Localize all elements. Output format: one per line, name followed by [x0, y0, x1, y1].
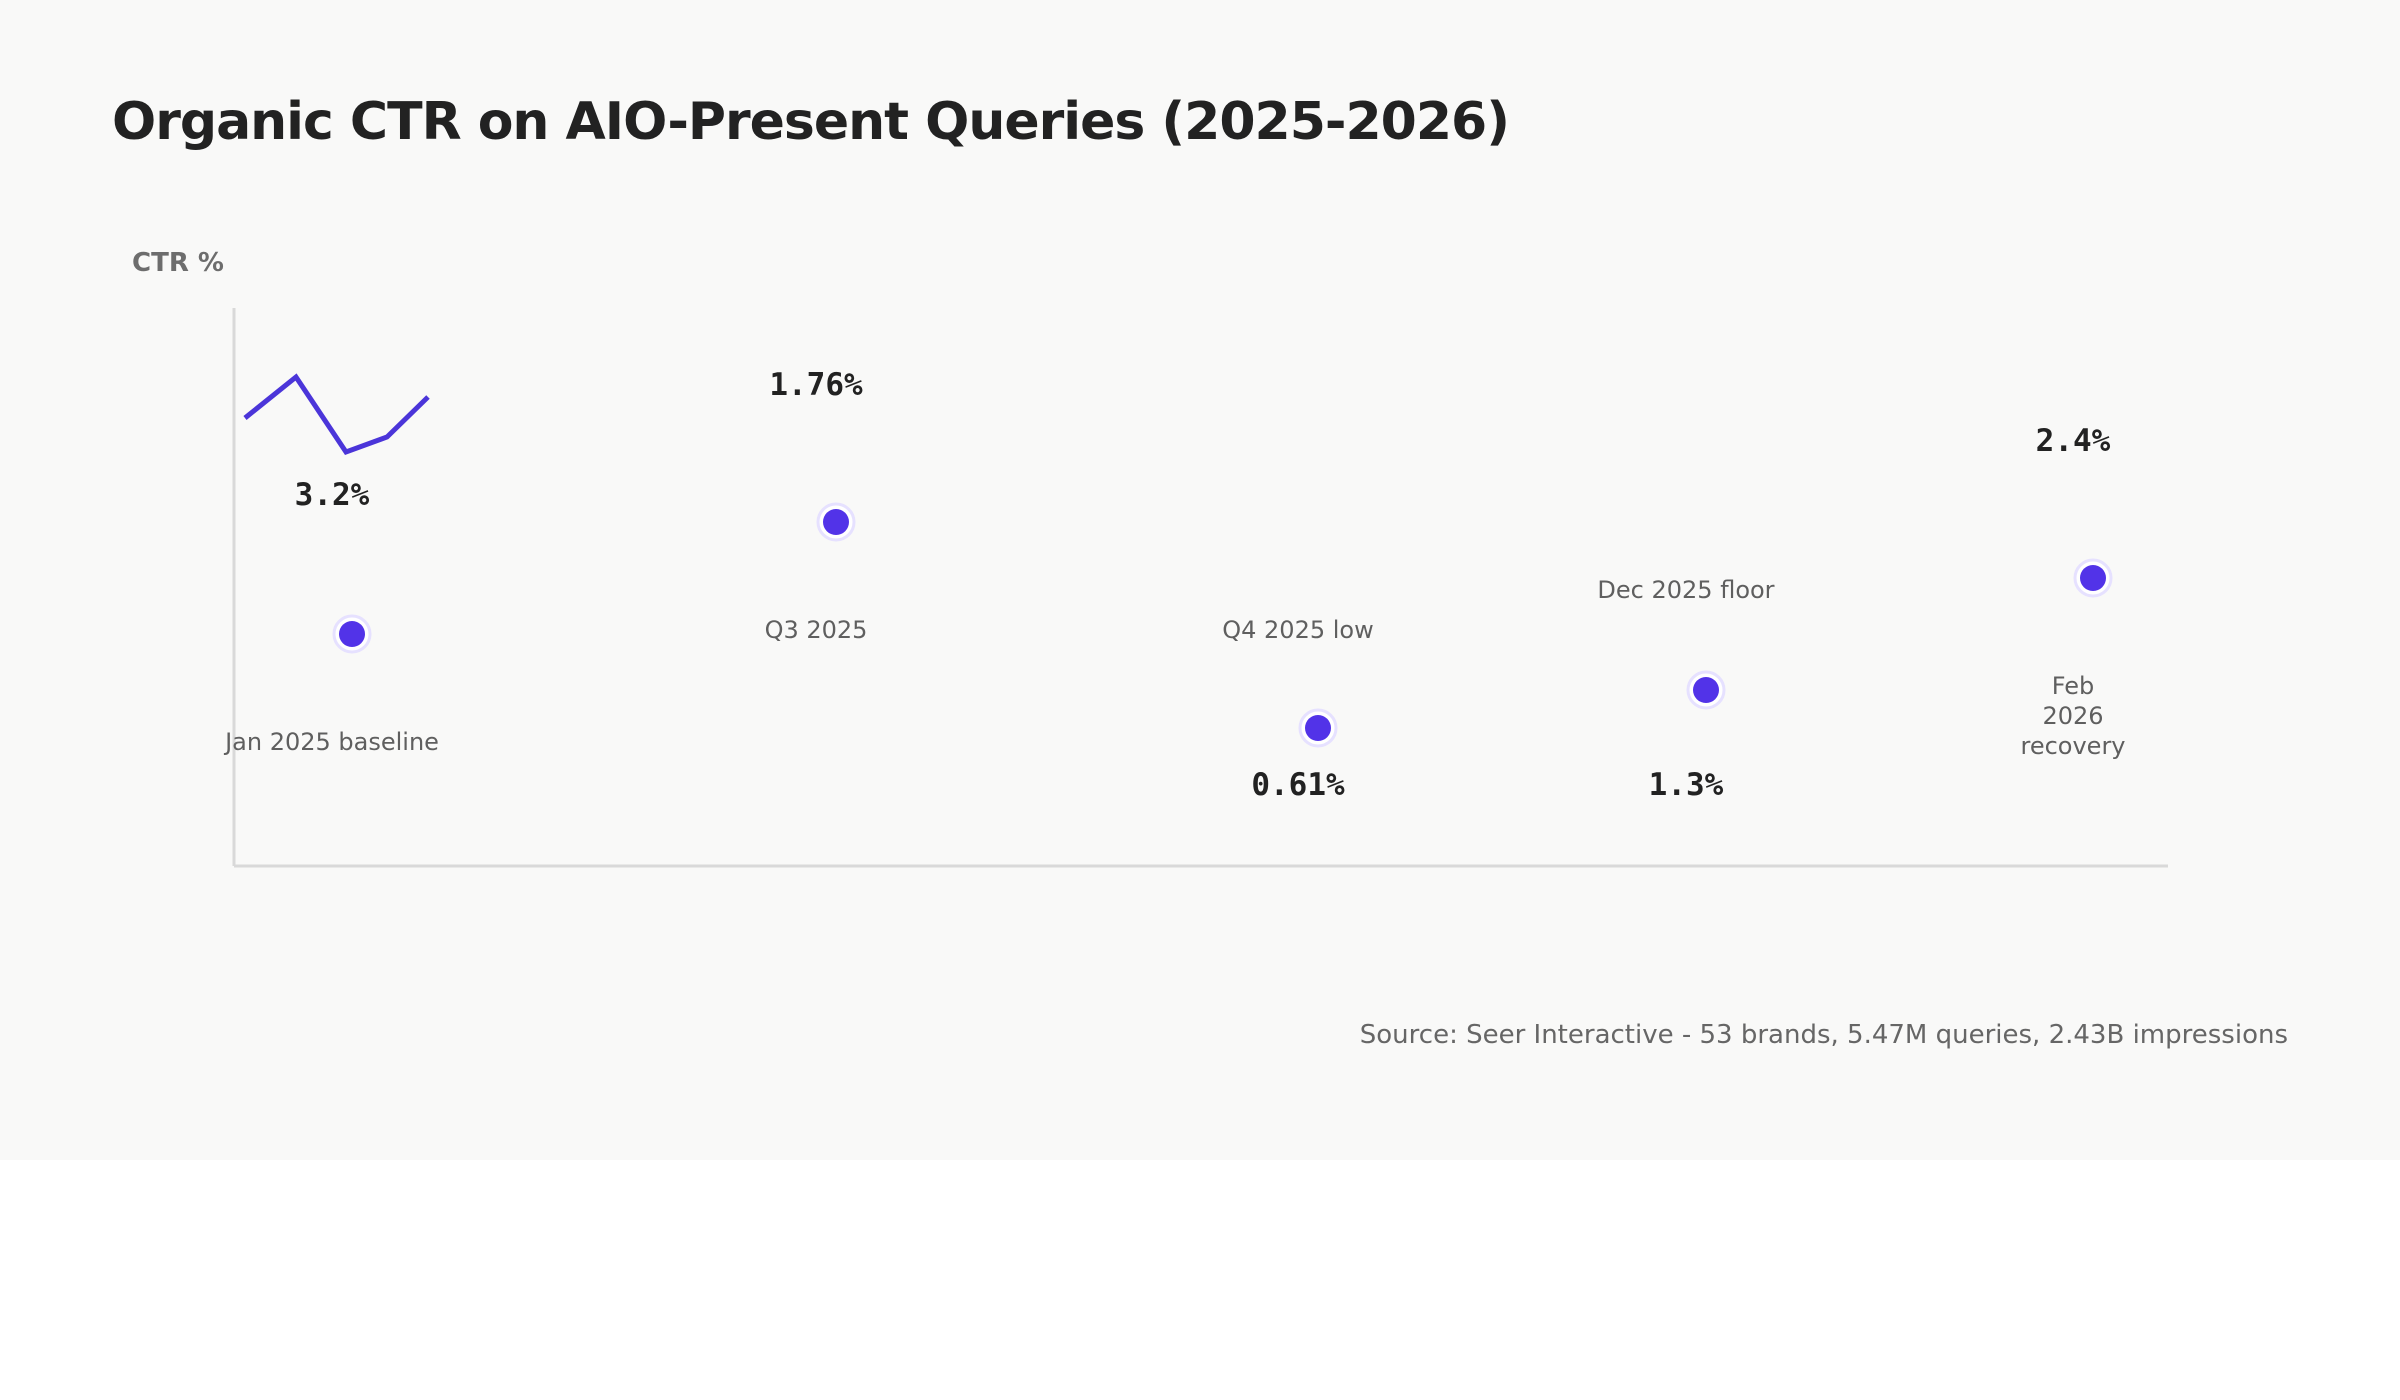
- data-marks: 3.2% Jan 2025 baseline 1.76% Q3 2025 0.61% Q4…: [223, 367, 2125, 803]
- data-point[interactable]: [1693, 677, 1719, 703]
- data-point[interactable]: [1305, 715, 1331, 741]
- data-point[interactable]: [823, 509, 849, 535]
- category-label: recovery: [2020, 732, 2125, 760]
- data-point[interactable]: [339, 621, 365, 647]
- category-label: Q4 2025 low: [1222, 616, 1373, 644]
- category-label: 2026: [2042, 702, 2103, 730]
- category-label: Dec 2025 floor: [1597, 576, 1774, 604]
- chart-title: Organic CTR on AIO-Present Queries (2025…: [112, 92, 1510, 152]
- category-label: Jan 2025 baseline: [223, 728, 439, 756]
- data-value-label: 2.4%: [2036, 423, 2111, 459]
- data-value-label: 3.2%: [295, 477, 370, 513]
- data-value-label: 1.76%: [769, 367, 863, 403]
- chart-panel: Organic CTR on AIO-Present Queries (2025…: [112, 92, 2288, 1050]
- y-axis-label: CTR %: [132, 248, 224, 278]
- sparkline-decoration: [243, 373, 430, 456]
- category-label: Q3 2025: [765, 616, 868, 644]
- data-point-group: 1.76% Q3 2025: [765, 367, 868, 644]
- data-point-group: 0.61% Q4 2025 low: [1222, 616, 1373, 803]
- data-point[interactable]: [2080, 565, 2106, 591]
- data-value-label: 1.3%: [1649, 767, 1724, 803]
- plot-area: 3.2% Jan 2025 baseline 1.76% Q3 2025 0.61% Q4…: [223, 308, 2168, 868]
- data-point-group: 3.2% Jan 2025 baseline: [223, 477, 439, 756]
- category-label: Feb: [2052, 672, 2095, 700]
- source-note: Source: Seer Interactive - 53 brands, 5.…: [1359, 1020, 2288, 1050]
- data-point-group: 1.3% Dec 2025 floor: [1597, 576, 1774, 803]
- data-value-label: 0.61%: [1251, 767, 1345, 803]
